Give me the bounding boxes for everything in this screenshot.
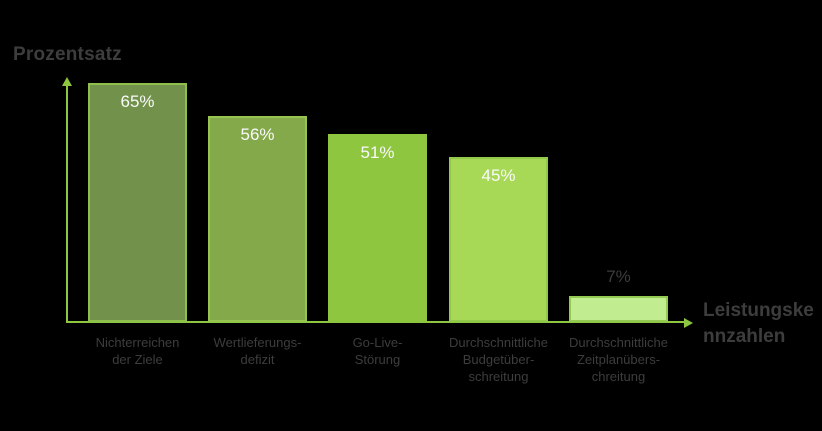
bar-value-label: 51% (360, 143, 395, 162)
y-axis-title: Prozentsatz (13, 44, 122, 65)
bar (208, 116, 307, 322)
y-axis-arrowhead-icon (62, 77, 72, 86)
x-axis-title: Leistungske nnzahlen (703, 300, 814, 347)
category-label: Go-Live- Störung (352, 335, 403, 367)
y-axis-line (66, 86, 68, 322)
bar (449, 157, 548, 322)
bar-value-label: 56% (240, 125, 275, 144)
x-axis-line (66, 321, 684, 323)
bar-value-label: 65% (120, 92, 155, 111)
bar (88, 83, 187, 322)
category-label: Nichterreichen der Ziele (95, 335, 180, 367)
bar-value-label: 7% (606, 267, 631, 286)
category-label: Durchschnittliche Zeitplanübers- chreitu… (569, 335, 668, 384)
x-axis-arrowhead-icon (684, 317, 693, 328)
bar-value-label: 45% (481, 166, 516, 185)
category-label: Wertlieferungs- defizit (213, 335, 302, 367)
bar (569, 296, 668, 322)
category-label: Durchschnittliche Budgetüber- schreitung (449, 335, 548, 384)
bar (328, 134, 427, 322)
